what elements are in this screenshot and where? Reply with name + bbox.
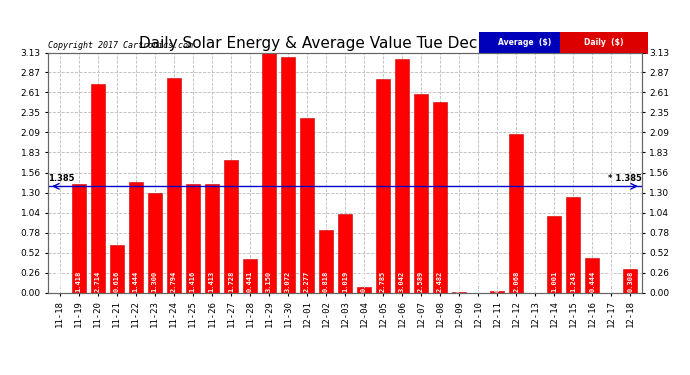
Text: 1.001: 1.001 bbox=[551, 270, 558, 292]
Bar bbox=[547, 216, 562, 292]
Text: 0.000: 0.000 bbox=[475, 270, 481, 292]
Bar bbox=[585, 258, 600, 292]
Text: 3.072: 3.072 bbox=[285, 270, 291, 292]
Text: 0.014: 0.014 bbox=[494, 270, 500, 292]
Bar bbox=[338, 214, 352, 292]
Bar bbox=[376, 79, 390, 292]
Text: 1.416: 1.416 bbox=[190, 270, 196, 292]
Text: 0.000: 0.000 bbox=[609, 270, 614, 292]
Text: 2.482: 2.482 bbox=[437, 270, 443, 292]
Text: Average  ($): Average ($) bbox=[498, 38, 551, 47]
Bar bbox=[205, 184, 219, 292]
Bar bbox=[110, 245, 124, 292]
Bar bbox=[72, 184, 86, 292]
Text: 0.070: 0.070 bbox=[361, 270, 367, 292]
Text: Copyright 2017 Cartronics.com: Copyright 2017 Cartronics.com bbox=[48, 41, 193, 50]
Text: 1.413: 1.413 bbox=[209, 270, 215, 292]
Bar bbox=[300, 118, 314, 292]
Bar bbox=[566, 197, 580, 292]
Text: 0.308: 0.308 bbox=[627, 270, 633, 292]
Bar bbox=[148, 193, 162, 292]
Bar bbox=[281, 57, 295, 292]
Bar bbox=[623, 269, 638, 292]
Bar bbox=[167, 78, 181, 292]
Text: 3.150: 3.150 bbox=[266, 270, 272, 292]
Text: 1.385: 1.385 bbox=[48, 174, 75, 183]
Bar bbox=[509, 134, 523, 292]
Text: 0.441: 0.441 bbox=[247, 270, 253, 292]
Text: 2.068: 2.068 bbox=[513, 270, 519, 292]
Text: 1.444: 1.444 bbox=[132, 270, 139, 292]
Text: 0.000: 0.000 bbox=[57, 270, 63, 292]
Bar bbox=[90, 84, 105, 292]
Bar bbox=[243, 259, 257, 292]
Text: 2.277: 2.277 bbox=[304, 270, 310, 292]
Text: * 1.385: * 1.385 bbox=[608, 174, 642, 183]
Text: 1.019: 1.019 bbox=[342, 270, 348, 292]
Bar bbox=[490, 291, 504, 292]
Bar bbox=[224, 160, 238, 292]
Bar bbox=[128, 182, 143, 292]
Bar bbox=[357, 287, 371, 292]
Title: Daily Solar Energy & Average Value Tue Dec 19 16:22: Daily Solar Energy & Average Value Tue D… bbox=[139, 36, 551, 51]
Text: 0.616: 0.616 bbox=[114, 270, 120, 292]
Text: 1.728: 1.728 bbox=[228, 270, 234, 292]
Text: Daily  ($): Daily ($) bbox=[584, 38, 624, 47]
Text: 2.589: 2.589 bbox=[418, 270, 424, 292]
Bar bbox=[395, 59, 409, 292]
Text: 0.444: 0.444 bbox=[589, 270, 595, 292]
Text: 0.001: 0.001 bbox=[456, 270, 462, 292]
Bar bbox=[433, 102, 447, 292]
Text: 1.243: 1.243 bbox=[570, 270, 576, 292]
FancyBboxPatch shape bbox=[479, 32, 571, 54]
Text: 2.714: 2.714 bbox=[95, 270, 101, 292]
Text: 0.000: 0.000 bbox=[532, 270, 538, 292]
Bar bbox=[262, 51, 276, 292]
Bar bbox=[414, 94, 428, 292]
Bar bbox=[319, 230, 333, 292]
Text: 1.300: 1.300 bbox=[152, 270, 158, 292]
Text: 1.418: 1.418 bbox=[76, 270, 81, 292]
Text: 0.818: 0.818 bbox=[323, 270, 329, 292]
FancyBboxPatch shape bbox=[560, 32, 648, 54]
Text: 2.785: 2.785 bbox=[380, 270, 386, 292]
Text: 3.042: 3.042 bbox=[399, 270, 405, 292]
Text: 2.794: 2.794 bbox=[171, 270, 177, 292]
Bar bbox=[186, 184, 200, 292]
